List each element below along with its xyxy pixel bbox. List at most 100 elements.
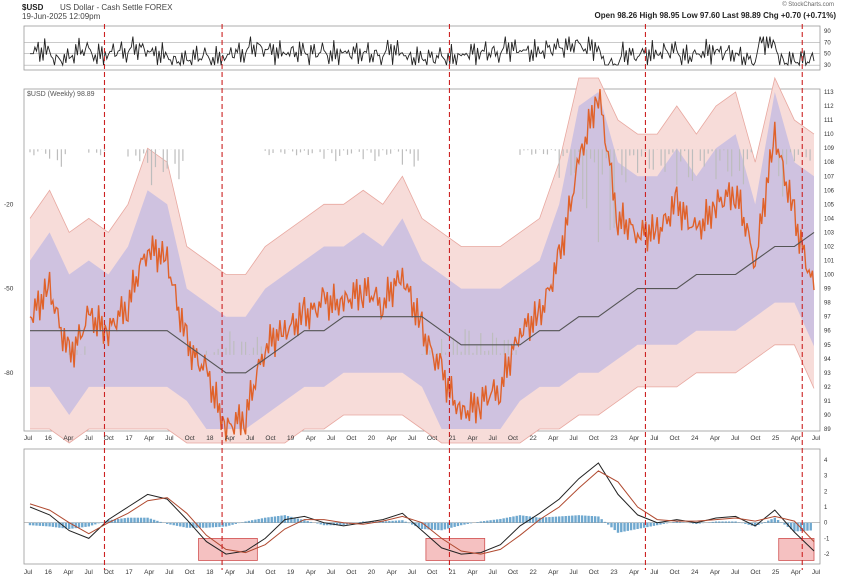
top-y-tick-label: 30 (824, 63, 831, 69)
bottom-x-tick-label: Jul (408, 569, 417, 576)
main-x-tick-label: Jul (24, 435, 33, 442)
main-y-left-tick-label: -50 (4, 286, 14, 293)
main-y-right-tick-label: 96 (824, 329, 831, 335)
main-x-tick-label: Jul (569, 435, 578, 442)
bottom-y-tick-label: -1 (824, 536, 830, 542)
bottom-x-tick-label: Oct (670, 569, 680, 576)
main-x-tick-label: Jul (650, 435, 659, 442)
bottom-x-tick-label: Apr (144, 569, 155, 576)
main-y-right-tick-label: 113 (824, 90, 834, 96)
main-x-tick-label: 20 (368, 435, 376, 442)
symbol-label: $USD (22, 3, 44, 12)
bottom-x-tick-label: Oct (427, 569, 437, 576)
bottom-x-tick-label: Oct (346, 569, 356, 576)
main-y-right-tick-label: 100 (824, 273, 835, 279)
bottom-y-tick-label: 3 (824, 474, 828, 480)
main-x-tick-label: Apr (63, 435, 74, 442)
bottom-x-tick-label: Oct (185, 569, 195, 576)
main-y-right-tick-label: 93 (824, 371, 831, 377)
main-y-right-tick-label: 111 (824, 118, 834, 124)
bottom-x-tick-label: Jul (165, 569, 174, 576)
top-oscillator-line (30, 36, 815, 67)
main-y-right-tick-label: 99 (824, 287, 831, 293)
bottom-x-tick-label: Apr (467, 569, 478, 576)
main-x-tick-label: Jul (327, 435, 336, 442)
main-x-tick-label: 19 (287, 435, 295, 442)
price-line (29, 88, 815, 442)
main-y-right-tick-label: 90 (824, 413, 831, 419)
bottom-x-tick-label: Oct (589, 569, 599, 576)
main-x-tick-label: Oct (346, 435, 356, 442)
bottom-y-tick-label: 0 (824, 521, 828, 527)
top-panel-frame (23, 25, 821, 71)
main-y-left-tick-label: -80 (4, 370, 14, 377)
bottom-x-tick-label: 21 (449, 569, 457, 576)
main-x-tick-label: Oct (670, 435, 680, 442)
bottom-oscillator-layer (24, 462, 820, 561)
main-x-tick-label: Apr (306, 435, 317, 442)
bottom-x-tick-label: Apr (63, 569, 74, 576)
main-x-tick-label: Apr (629, 435, 640, 442)
main-price-layer (29, 88, 815, 442)
outer-band-lower-edge (30, 344, 815, 444)
main-y-right-tick-label: 105 (824, 202, 835, 208)
main-x-tick-label: Apr (710, 435, 721, 442)
main-bands-layer (29, 76, 815, 444)
main-x-tick-label: 22 (530, 435, 538, 442)
bottom-x-tick-label: Oct (750, 569, 760, 576)
main-panel-frame (23, 88, 821, 432)
outer-band-upper-edge (29, 76, 815, 275)
bottom-y-tick-label: 4 (824, 458, 828, 464)
main-y-right-tick-label: 94 (824, 357, 831, 363)
vertical-marker-layer (103, 24, 803, 570)
main-y-right-tick-label: 97 (824, 315, 831, 321)
bottom-x-tick-label: 24 (691, 569, 699, 576)
bottom-x-tick-label: Apr (387, 569, 398, 576)
main-x-tick-label: 17 (125, 435, 133, 442)
bottom-y-tick-label: 1 (824, 505, 828, 511)
main-x-tick-label: Apr (791, 435, 802, 442)
date-label: 19-Jun-2025 12:09pm (22, 12, 101, 21)
main-y-right-tick-label: 109 (824, 146, 835, 152)
bottom-x-tick-label: Oct (265, 569, 275, 576)
main-x-tick-label: 25 (772, 435, 780, 442)
bottom-x-tick-label: 18 (206, 569, 214, 576)
bottom-x-tick-label: Jul (650, 569, 659, 576)
main-y-right-tick-label: 95 (824, 343, 831, 349)
bottom-x-tick-label: Jul (327, 569, 336, 576)
bottom-y-tick-label: -2 (824, 552, 830, 558)
main-x-tick-label: Apr (225, 435, 236, 442)
top-y-tick-label: 50 (824, 52, 831, 58)
main-y-right-tick-label: 110 (824, 132, 834, 138)
main-y-right-tick-label: 102 (824, 244, 835, 250)
trough-highlight-box (778, 538, 815, 561)
main-x-tick-label: Apr (548, 435, 559, 442)
main-x-tick-label: Jul (489, 435, 498, 442)
main-x-tick-label: Jul (84, 435, 93, 442)
bottom-x-tick-label: Jul (24, 569, 33, 576)
main-x-tick-label: Jul (246, 435, 255, 442)
bottom-x-tick-label: Apr (710, 569, 721, 576)
main-y-right-tick-label: 103 (824, 230, 835, 236)
inner-band (30, 92, 814, 429)
bottom-x-tick-label: Jul (246, 569, 255, 576)
bottom-x-tick-label: Jul (84, 569, 93, 576)
main-x-tick-label: Jul (408, 435, 417, 442)
main-x-tick-label: Oct (508, 435, 518, 442)
main-x-tick-label: Oct (104, 435, 114, 442)
bottom-x-tick-label: Apr (791, 569, 802, 576)
price-legend: $USD (Weekly) 98.89 (27, 91, 95, 98)
quote-readout: Open 98.26 High 98.95 Low 97.60 Last 98.… (594, 11, 836, 20)
bottom-x-tick-label: 16 (45, 569, 53, 576)
main-y-right-tick-label: 98 (824, 301, 831, 307)
main-y-right-tick-label: 91 (824, 399, 831, 405)
top-y-tick-label: 90 (824, 29, 831, 35)
bottom-x-tick-label: Apr (548, 569, 559, 576)
main-y-left-tick-label: -20 (4, 201, 14, 208)
symbol-description: US Dollar - Cash Settle FOREX (60, 3, 173, 12)
bottom-x-tick-label: Apr (306, 569, 317, 576)
main-x-tick-label: Apr (387, 435, 398, 442)
bottom-x-tick-label: 25 (772, 569, 780, 576)
